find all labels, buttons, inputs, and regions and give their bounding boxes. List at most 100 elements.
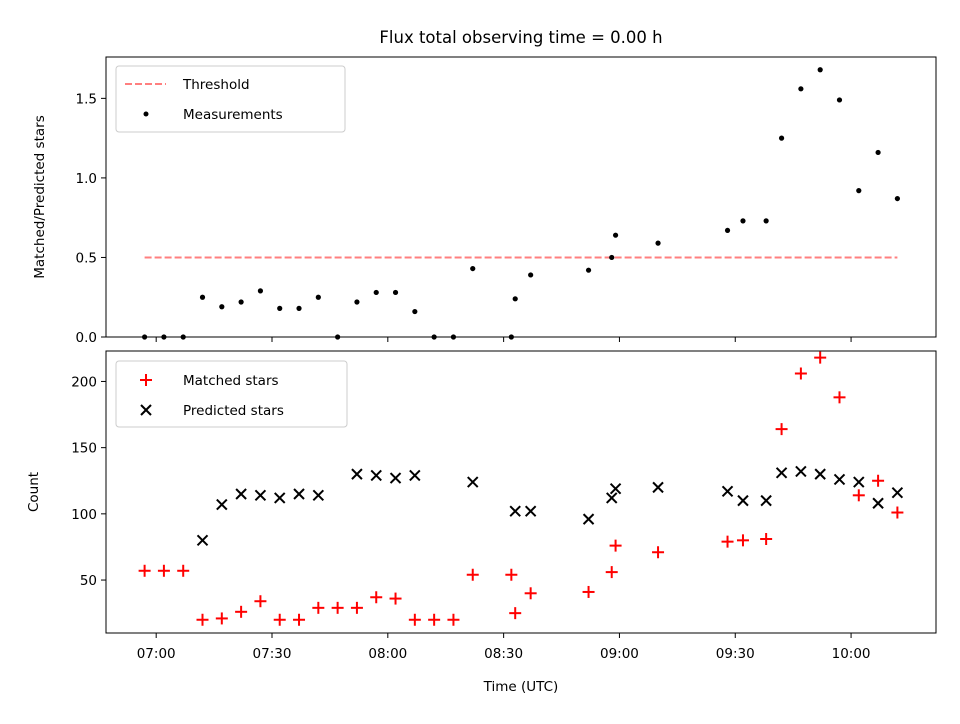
predicted-stars-point	[409, 469, 421, 482]
top-chart-marks	[142, 67, 900, 340]
predicted-stars-point	[312, 489, 325, 502]
measurement-point	[431, 334, 437, 340]
measurement-point	[508, 334, 514, 340]
matched-stars-point	[721, 535, 734, 548]
predicted-stars-point	[891, 486, 904, 499]
predicted-stars-point	[351, 468, 363, 480]
predicted-stars-point-b	[652, 481, 664, 494]
legend-measurements-swatch	[143, 111, 149, 117]
bottom-x-axis-label: Time (UTC)	[483, 679, 559, 695]
measurement-point	[512, 296, 518, 302]
measurement-point	[894, 195, 900, 202]
measurement-point	[528, 272, 534, 278]
bottom-y-axis-label: Count	[26, 472, 42, 512]
predicted-stars-point-b	[721, 485, 734, 498]
measurement-point	[875, 149, 881, 156]
matched-stars-point	[350, 601, 363, 614]
predicted-stars-point-b	[814, 468, 826, 480]
top-legend-box	[115, 65, 346, 133]
predicted-stars-point-b	[312, 489, 325, 502]
predicted-stars-point-b	[389, 472, 402, 484]
predicted-stars-point	[652, 481, 664, 494]
predicted-stars-point	[509, 505, 521, 517]
legend-matched-label: Matched stars	[183, 373, 279, 389]
matched-stars-point	[157, 564, 170, 577]
legend-matched-swatch	[140, 374, 152, 386]
predicted-stars-point-b	[370, 469, 382, 482]
matched-stars-point	[852, 489, 865, 502]
matched-stars-point	[235, 605, 248, 618]
top-y-tick-label: 1.0	[76, 171, 97, 187]
measurement-point	[238, 299, 244, 305]
predicted-stars-point-b	[235, 488, 247, 500]
matched-stars-point	[138, 564, 151, 577]
predicted-stars-point	[872, 497, 884, 509]
measurement-point	[856, 188, 862, 194]
predicted-stars-point-b	[467, 476, 479, 488]
matched-stars-point	[736, 534, 749, 547]
predicted-stars-point	[795, 465, 807, 478]
measurement-point	[612, 232, 619, 238]
bottom-legend: Matched stars Predicted stars	[115, 360, 348, 428]
top-y-axis-label: Matched/Predicted stars	[32, 115, 48, 278]
predicted-stars-point-b	[351, 468, 363, 480]
bottom-y-tick-label: 150	[71, 441, 97, 457]
predicted-stars-point	[737, 494, 749, 507]
bottom-x-tick-label: 07:30	[253, 646, 292, 662]
matched-stars-point	[331, 601, 344, 614]
measurement-point	[219, 304, 225, 310]
predicted-stars-point-b	[833, 473, 846, 486]
matched-stars-point	[794, 367, 807, 380]
predicted-stars-point-b	[509, 505, 521, 517]
bottom-x-tick-label: 08:30	[484, 646, 523, 662]
predicted-stars-point	[609, 482, 622, 495]
matched-stars-point	[370, 591, 383, 604]
matched-stars-point	[505, 568, 518, 581]
measurement-point	[470, 265, 476, 272]
matched-stars-point	[408, 613, 421, 626]
predicted-stars-point	[196, 534, 209, 547]
bottom-axis-ticks: 50 100 150 200 07:00 07:30 08:00 08:30 09:00 09:3…	[71, 374, 870, 662]
bottom-y-tick-label: 50	[80, 573, 97, 589]
measurement-point	[585, 267, 592, 273]
matched-stars-point	[652, 546, 665, 559]
predicted-stars-point-b	[409, 469, 421, 482]
predicted-stars-point-b	[524, 505, 537, 517]
bottom-y-tick-label: 200	[71, 374, 97, 390]
top-y-tick-label: 0.0	[76, 330, 97, 346]
legend-measurements-label: Measurements	[183, 107, 283, 123]
matched-stars-point	[254, 595, 267, 608]
predicted-stars-point	[721, 485, 734, 498]
matched-stars-point	[466, 568, 479, 581]
measurement-point	[817, 67, 823, 73]
measurement-point	[763, 218, 769, 224]
predicted-stars-point-b	[216, 498, 228, 511]
measurement-point	[142, 334, 148, 340]
matched-stars-point	[177, 564, 190, 577]
predicted-stars-point-b	[737, 494, 749, 507]
predicted-stars-point-b	[853, 476, 865, 488]
predicted-stars-point	[274, 492, 286, 504]
predicted-stars-point	[235, 488, 247, 500]
matched-stars-point	[814, 351, 827, 364]
top-y-tick-label: 1.5	[76, 91, 97, 107]
matched-stars-point	[524, 587, 537, 600]
predicted-stars-point	[524, 505, 537, 517]
predicted-stars-point	[853, 476, 865, 488]
predicted-stars-point-b	[760, 494, 772, 507]
matched-stars-point	[582, 585, 595, 598]
predicted-stars-point	[467, 476, 479, 488]
measurement-point	[412, 308, 418, 315]
predicted-stars-point	[216, 498, 228, 511]
measurement-point	[354, 299, 360, 305]
matched-stars-point	[215, 612, 228, 625]
matched-stars-point	[273, 613, 286, 626]
measurement-point	[277, 305, 283, 311]
predicted-stars-point-b	[254, 489, 267, 502]
top-legend: Threshold Measurements	[115, 65, 346, 133]
measurement-point	[798, 86, 804, 92]
predicted-stars-point-b	[795, 465, 807, 478]
legend-threshold-label: Threshold	[182, 77, 250, 93]
